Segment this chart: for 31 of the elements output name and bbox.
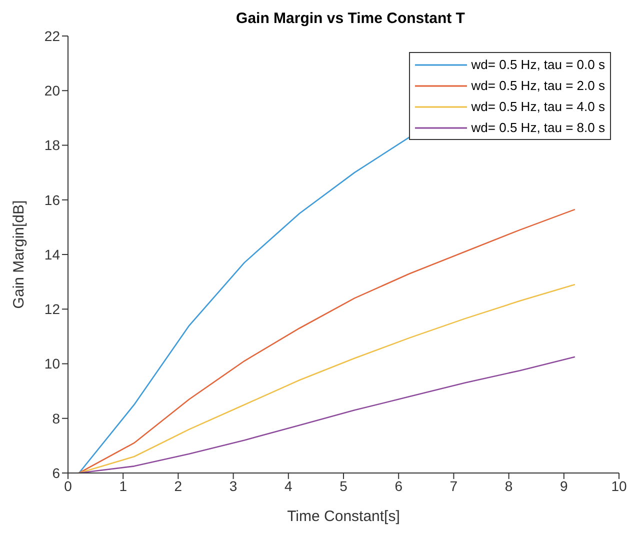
x-tick-label: 4 (284, 478, 292, 494)
y-tick-label: 12 (44, 301, 60, 318)
x-tick-label: 3 (229, 478, 238, 494)
line-series (78, 208, 576, 473)
y-tick-label: 6 (52, 464, 60, 481)
y-tick-label: 8 (52, 410, 60, 426)
y-axis-title: Gain Margin[dB] (10, 200, 28, 309)
x-tick-label: 0 (64, 478, 72, 494)
x-tick-label: 5 (340, 478, 348, 494)
x-tick-label: 6 (394, 478, 403, 494)
y-tick-label: 14 (44, 246, 60, 262)
line-series (78, 136, 410, 473)
y-tick-label: 22 (44, 28, 60, 44)
line-series (78, 356, 576, 473)
y-tick-label: 20 (44, 82, 60, 99)
line-series (78, 284, 576, 473)
x-tick-label: 1 (119, 478, 128, 494)
x-tick-label: 2 (174, 478, 182, 494)
legend-label: wd= 0.5 Hz, tau = 4.0 s (471, 99, 605, 114)
legend-label: wd= 0.5 Hz, tau = 8.0 s (471, 120, 605, 135)
y-tick-label: 18 (44, 137, 60, 154)
y-tick-label: 16 (44, 192, 60, 208)
chart-title: Gain Margin vs Time Constant T (235, 10, 466, 27)
legend-label: wd= 0.5 Hz, tau = 2.0 s (471, 78, 605, 93)
y-tick-label: 10 (44, 356, 60, 372)
legend-label: wd= 0.5 Hz, tau = 0.0 s (471, 57, 605, 72)
x-axis-title: Time Constant[s] (287, 508, 400, 525)
x-tick-label: 9 (560, 478, 568, 494)
x-tick-label: 10 (611, 478, 627, 494)
x-tick-label: 8 (504, 478, 513, 494)
x-tick-label: 7 (450, 478, 458, 494)
